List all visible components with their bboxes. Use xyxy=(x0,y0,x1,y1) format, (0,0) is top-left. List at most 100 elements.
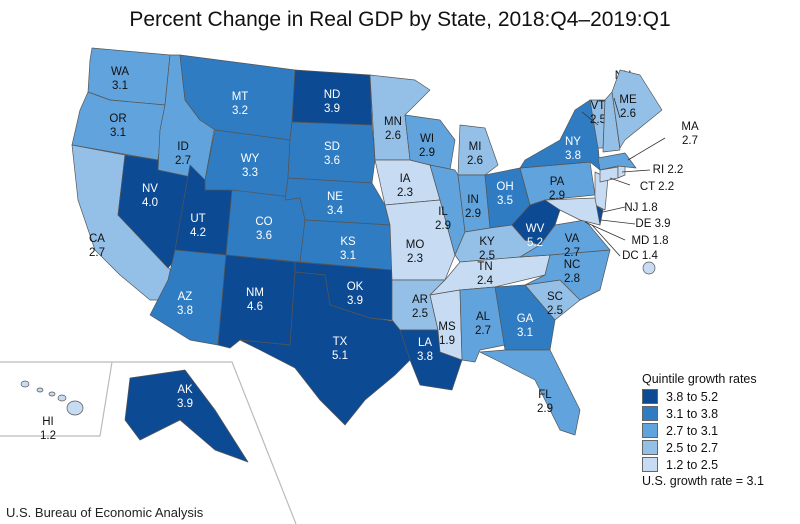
legend-swatch xyxy=(642,389,658,404)
legend-label: 3.8 to 5.2 xyxy=(666,389,719,404)
legend-label: 2.7 to 3.1 xyxy=(666,423,719,438)
state-abbr: CA xyxy=(89,233,105,245)
state-abbr: CT xyxy=(640,181,655,193)
state-abbr: ID xyxy=(177,141,189,153)
state-value: 1.4 xyxy=(642,250,659,262)
legend-item: 1.2 to 2.5 xyxy=(642,456,764,473)
callout-line xyxy=(609,177,631,186)
state-value: 3.8 xyxy=(417,351,433,363)
state-value: 2.2 xyxy=(667,164,683,176)
state-ME[interactable] xyxy=(611,69,663,149)
state-FL[interactable] xyxy=(479,349,581,436)
state-abbr: DC xyxy=(622,250,639,262)
state-value: 5.2 xyxy=(527,237,543,249)
legend-swatch xyxy=(642,423,658,438)
state-abbr: OR xyxy=(109,113,126,125)
state-value: 3.1 xyxy=(110,127,126,139)
state-abbr: WA xyxy=(111,66,129,78)
state-abbr: SD xyxy=(324,141,340,153)
state-abbr: OH xyxy=(496,181,513,193)
state-abbr: AL xyxy=(476,311,491,323)
callout-line xyxy=(613,97,621,119)
state-value: 4.0 xyxy=(142,197,158,209)
state-abbr: NM xyxy=(246,287,264,299)
legend-title: Quintile growth rates xyxy=(642,372,757,386)
state-value: 2.7 xyxy=(682,135,698,147)
state-value: 3.6 xyxy=(324,155,340,167)
state-value: 2.9 xyxy=(465,208,481,220)
state-abbr: RI xyxy=(653,164,665,176)
legend-swatch xyxy=(642,406,658,421)
state-abbr: AK xyxy=(177,384,193,396)
source-note: U.S. Bureau of Economic Analysis xyxy=(6,505,204,520)
state-abbr: OK xyxy=(347,281,364,293)
state-abbr: IN xyxy=(467,194,479,206)
state-value: 4.2 xyxy=(190,227,206,239)
state-abbr: NJ xyxy=(624,202,638,214)
state-value: 3.1 xyxy=(340,250,356,262)
state-value: 3.2 xyxy=(232,105,248,117)
callout-line xyxy=(584,221,626,241)
state-value: 2.3 xyxy=(407,253,423,265)
state-callout: NJ 1.8 xyxy=(624,202,657,214)
state-HI[interactable] xyxy=(48,391,56,397)
state-MD[interactable] xyxy=(544,197,601,226)
state-abbr: MT xyxy=(232,91,249,103)
state-abbr: MD xyxy=(631,235,649,247)
state-WY[interactable] xyxy=(204,129,291,201)
state-GA[interactable] xyxy=(494,284,556,351)
state-value: 3.4 xyxy=(327,205,344,217)
state-abbr: TN xyxy=(477,261,492,273)
state-TX[interactable] xyxy=(239,271,411,426)
callout-line xyxy=(591,224,621,257)
state-value: 2.7 xyxy=(89,247,105,259)
state-MI[interactable] xyxy=(457,124,499,176)
state-HI[interactable] xyxy=(57,394,67,402)
legend-item: 3.1 to 3.8 xyxy=(642,405,764,422)
state-abbr: WY xyxy=(241,153,260,165)
state-value: 2.8 xyxy=(564,273,580,285)
state-abbr: NC xyxy=(564,259,581,271)
state-NH[interactable] xyxy=(602,91,621,153)
callout-line xyxy=(581,111,599,126)
us-growth-rate: U.S. growth rate = 3.1 xyxy=(642,474,764,488)
state-HI[interactable] xyxy=(20,380,30,388)
state-abbr: MN xyxy=(384,116,402,128)
state-abbr: DE xyxy=(635,218,651,230)
state-abbr: GA xyxy=(517,313,534,325)
state-value: 5.1 xyxy=(332,350,348,362)
state-abbr: MS xyxy=(438,321,456,333)
state-abbr: KY xyxy=(479,236,495,248)
legend-item: 3.8 to 5.2 xyxy=(642,388,764,405)
state-abbr: UT xyxy=(190,213,205,225)
callout-line xyxy=(621,169,651,173)
state-HI[interactable] xyxy=(66,400,84,416)
state-MS[interactable] xyxy=(429,289,463,361)
state-value: 2.5 xyxy=(547,305,563,317)
legend-swatch xyxy=(642,440,658,455)
state-HI[interactable] xyxy=(36,387,44,393)
state-value: 3.6 xyxy=(256,230,272,242)
state-abbr: VT xyxy=(591,100,606,112)
state-value: 3.9 xyxy=(324,103,340,115)
state-DC[interactable] xyxy=(642,261,656,275)
state-value: 2.9 xyxy=(419,147,435,159)
state-value: 2.7 xyxy=(475,325,491,337)
state-value: 3.9 xyxy=(177,398,193,410)
legend-label: 3.1 to 3.8 xyxy=(666,406,719,421)
state-abbr: LA xyxy=(418,337,432,349)
state-MA[interactable] xyxy=(597,152,637,171)
state-abbr: NE xyxy=(327,191,343,203)
state-value: 2.6 xyxy=(385,130,401,142)
map-title: Percent Change in Real GDP by State, 201… xyxy=(129,8,671,31)
state-value: 2.3 xyxy=(397,187,413,199)
legend-label: 2.5 to 2.7 xyxy=(666,440,719,455)
state-abbr: NV xyxy=(142,183,158,195)
state-AK[interactable] xyxy=(124,369,249,463)
state-value: 1.8 xyxy=(653,235,669,247)
state-value: 2.9 xyxy=(435,220,451,232)
state-NY[interactable] xyxy=(519,99,601,171)
state-value: 2.5 xyxy=(412,308,428,320)
state-value: 3.8 xyxy=(565,150,581,162)
state-value: 2.7 xyxy=(175,155,191,167)
